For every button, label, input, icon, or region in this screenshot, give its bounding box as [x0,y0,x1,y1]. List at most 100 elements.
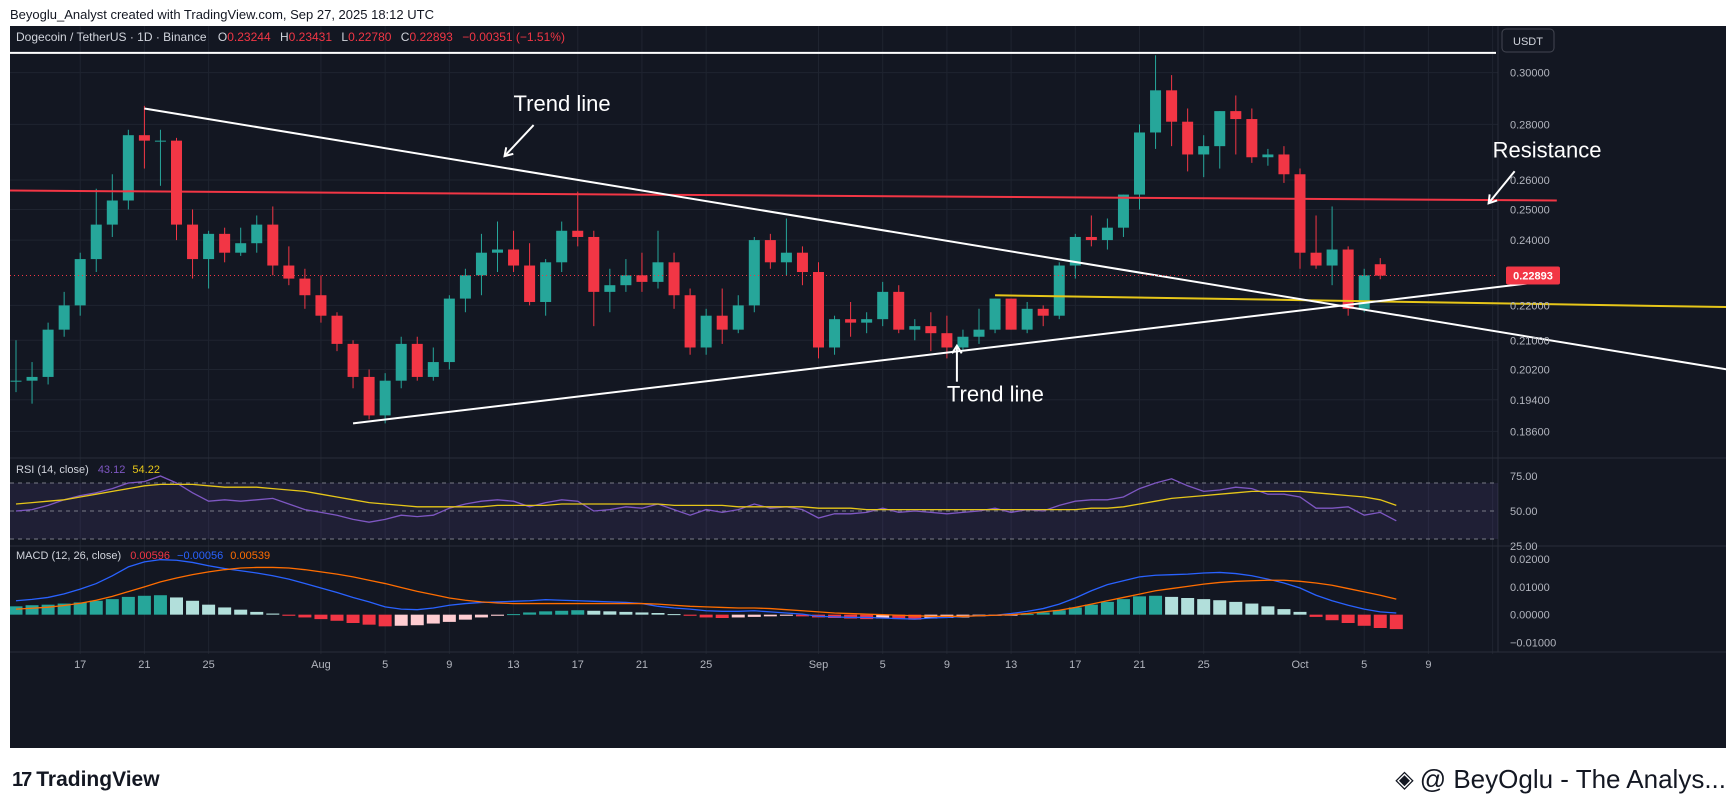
pane-separators [10,26,1726,653]
candles [10,55,1386,424]
rsi-value: 43.12 [98,464,126,476]
candle-body [1037,308,1049,316]
candle-body [572,230,584,237]
time-tick-label: 21 [138,659,150,671]
candle-body [780,252,792,263]
drawings-top-layer [10,51,1726,425]
macd-pane [10,559,1403,630]
macd-histogram-bar [89,600,103,615]
candle-body [26,376,38,381]
time-tick-label: 5 [880,659,886,671]
macd-histogram-bar [603,611,617,615]
candle-body [154,140,166,142]
watermark-text: @ BeyOglu - The Analys... [1419,764,1726,794]
diamond-icon: ◈ [1395,766,1414,793]
price-axis: 0.30000 0.28000 0.26000 0.25000 0.24000 0.220… [10,68,1560,649]
macd-histogram-bar [330,614,344,621]
macd-title: MACD (12, 26, close) [16,550,121,562]
macd-tick-label: 0.01000 [1510,582,1550,594]
macd-histogram-bar [218,607,232,615]
macd-histogram-bar [170,597,183,615]
macd-histogram-bar [426,614,440,624]
macd-histogram-bar [121,596,135,615]
candle-body [1230,111,1242,120]
change-value: −0.00351 (−1.51%) [462,30,565,44]
tradingview-logo-text: TradingView [36,768,160,791]
macd-histogram-bar [1373,614,1387,628]
rsi-tick-label: 75.00 [1510,471,1538,483]
candle-body [1294,174,1306,253]
macd-histogram-bar [779,614,793,616]
annotation-arrow-head [951,343,963,354]
macd-histogram-bar [474,614,488,618]
candle-body [764,240,776,263]
tradingview-logo[interactable]: 17 TradingView [12,768,160,792]
macd-histogram-bar [587,610,601,615]
candle-body [315,295,327,316]
candle-body [283,265,295,279]
macd-histogram-bar [1133,596,1146,615]
macd-histogram-bar [1197,599,1211,615]
rsi-tick-label: 25.00 [1510,541,1538,553]
rsi-ma-line [15,483,1397,511]
price-tick-label: 0.22000 [1510,300,1550,312]
price-tick-label: 0.30000 [1510,68,1550,80]
low-value: 0.22780 [348,30,392,44]
trend-line [352,280,1541,425]
macd-histogram-bar [234,609,248,615]
symbol-label: Dogecoin / TetherUS · 1D · Binance [16,30,207,44]
time-tick-label: 5 [1361,659,1367,671]
candle-body [1069,236,1081,266]
macd-histogram-bar [635,612,649,615]
macd-histogram-bar [908,614,922,620]
candle-body [540,262,552,302]
candle-body [909,326,921,330]
candle-body [652,262,664,282]
time-tick-label: Aug [311,659,331,671]
rsi-title: RSI (14, close) [16,464,89,476]
macd-histogram-bar [699,614,713,618]
candle-body [347,343,359,377]
candle-body [684,295,696,348]
candle-body [1150,90,1162,133]
candle-body [845,319,857,323]
candle-body [732,305,744,330]
macd-histogram-bar [844,614,858,619]
svg-text:MACD (12, 26, close) 0.0: MACD (12, 26, close) 0.00596 −0.00056 0.… [16,550,270,562]
macd-histogram-bar [1309,614,1323,617]
macd-histogram-bar [1229,601,1243,615]
macd-tick-label: 0.02000 [1510,554,1550,566]
candle-body [1278,154,1290,175]
macd-histogram-bar [1245,603,1259,615]
time-tick-label: 9 [1425,659,1431,671]
annotation-arrow [1487,170,1516,204]
candle-body [1166,90,1178,122]
candle-body [620,275,632,286]
candle-body [861,319,873,323]
macd-histogram-bar [763,614,777,617]
time-tick-label: 25 [700,659,712,671]
candle-body [829,319,841,348]
macd-histogram-bar [137,595,151,615]
candle-body [379,380,391,416]
macd-histogram-bar [1020,614,1034,616]
macd-histogram-bar [282,614,296,616]
time-tick-label: Sep [809,659,829,671]
support-line [995,294,1726,309]
price-tick-label: 0.25000 [1510,204,1550,216]
candle-body [941,333,953,348]
time-tick-label: 21 [636,659,648,671]
annotation-arrow-head [503,147,514,158]
high-value: 0.23431 [289,30,333,44]
chart-caption: Beyoglu_Analyst created with TradingView… [10,7,434,22]
price-tick-label: 0.24000 [1510,235,1550,247]
candle-body [74,259,86,306]
currency-button[interactable]: USDT [1501,28,1555,53]
candle-body [427,362,439,377]
candle-body [106,200,118,225]
candle-body [893,291,905,330]
last-price-badge [1506,266,1560,285]
macd-histogram-bar [1165,596,1179,615]
